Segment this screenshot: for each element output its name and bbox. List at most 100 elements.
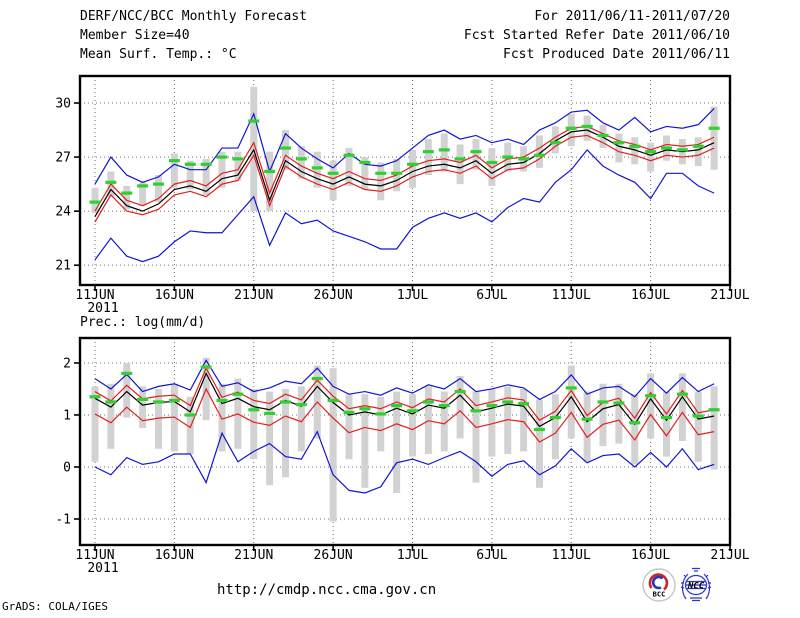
x-tick-label: 21JUL bbox=[710, 288, 749, 303]
ncc-logo-wreath-leaves bbox=[680, 574, 712, 589]
y-tick-label: 30 bbox=[55, 97, 71, 112]
ensemble-spread-bar bbox=[583, 115, 591, 141]
ensemble-spread-bar bbox=[266, 151, 274, 212]
y-tick-label: -1 bbox=[55, 512, 71, 527]
ensemble-spread-bar bbox=[202, 158, 210, 195]
ensemble-spread-bar bbox=[329, 368, 337, 522]
ensemble-spread-bar bbox=[361, 157, 369, 190]
ensemble-spread-bar bbox=[520, 388, 528, 452]
ensemble-spread-bar bbox=[694, 137, 702, 167]
bcc-logo-red-swirl bbox=[648, 573, 669, 591]
ensemble-mean bbox=[94, 129, 715, 217]
ensemble-spread-bar bbox=[456, 375, 464, 439]
ensemble-spread-bar bbox=[599, 383, 607, 447]
x-tick-label: 16JUN bbox=[155, 288, 194, 303]
ensemble-spread-bar bbox=[583, 391, 591, 462]
x-tick-label: 11JUL bbox=[552, 288, 591, 303]
ensemble-spread-bar bbox=[170, 153, 178, 188]
ensemble-spread-bar bbox=[139, 182, 147, 206]
temperature-chart-title: Mean Surf. Temp.: °C bbox=[80, 47, 237, 62]
ensemble-spread-bar bbox=[440, 133, 448, 172]
grads-credit: GrADS: COLA/IGES bbox=[2, 600, 108, 613]
ensemble-spread-bar bbox=[694, 391, 702, 462]
footer-url: http://cmdp.ncc.cma.gov.cn bbox=[217, 582, 437, 598]
ensemble-spread-bar bbox=[536, 399, 543, 488]
x-axis-year-label: 2011 bbox=[87, 561, 118, 576]
ncc-logo: NCC bbox=[680, 567, 712, 602]
y-tick-label: 0 bbox=[63, 460, 71, 475]
ensemble-spread-bar bbox=[345, 394, 353, 460]
ensemble-spread-bar bbox=[297, 146, 305, 179]
ensemble-spread-bar bbox=[139, 386, 147, 428]
ensemble-mean bbox=[94, 371, 715, 428]
ensemble-spread-bar bbox=[282, 130, 289, 170]
y-tick-label: 21 bbox=[55, 259, 71, 274]
lower-bound-red bbox=[94, 134, 715, 223]
ensemble-spread-bar bbox=[282, 388, 289, 478]
ensemble-spread-bar bbox=[393, 391, 401, 493]
ncc-logo-latitude-lines bbox=[685, 580, 707, 590]
ensemble-spread-bar bbox=[631, 137, 639, 165]
ensemble-spread-bar bbox=[377, 396, 385, 452]
ensemble-spread-bar bbox=[440, 391, 448, 452]
ensemble-spread-bar bbox=[488, 148, 496, 186]
ncc-logo-top-mark bbox=[692, 567, 700, 572]
lower-bound-red bbox=[94, 387, 715, 443]
ensemble-spread-bar bbox=[313, 151, 321, 188]
ensemble-spread-bar bbox=[710, 106, 718, 170]
ensemble-spread-bar bbox=[710, 386, 718, 470]
bcc-logo-label: BCC bbox=[653, 591, 666, 599]
ensemble-spread-bar bbox=[186, 160, 194, 190]
ensemble-spread-bar bbox=[409, 149, 416, 188]
y-tick-label: 24 bbox=[55, 205, 71, 220]
precipitation-chart-title: Prec.: log(mm/d) bbox=[80, 315, 206, 330]
ensemble-spread-bar bbox=[361, 394, 369, 488]
ensemble-spread-bar bbox=[218, 383, 226, 452]
ncc-logo-base-lines bbox=[690, 597, 702, 602]
ensemble-spread-bar bbox=[631, 394, 639, 465]
ensemble-spread-bar bbox=[329, 160, 337, 201]
ensemble-min bbox=[94, 430, 715, 494]
upper-bound-red bbox=[94, 366, 715, 421]
header-title: DERF/NCC/BCC Monthly Forecast bbox=[80, 9, 307, 24]
x-tick-label: 6JUL bbox=[476, 548, 507, 563]
x-tick-label: 16JUN bbox=[155, 548, 194, 563]
ensemble-spread-bar bbox=[266, 391, 274, 486]
header-refer-date: Fcst Started Refer Date 2011/06/10 bbox=[463, 28, 730, 43]
ensemble-spread-bar bbox=[123, 185, 131, 210]
plot-frame bbox=[78, 74, 732, 287]
ensemble-spread-bar bbox=[536, 135, 543, 168]
x-tick-label: 21JUL bbox=[710, 548, 749, 563]
x-tick-label: 1JUL bbox=[397, 288, 428, 303]
ensemble-spread-bar bbox=[186, 396, 194, 454]
ensemble-spread-bar bbox=[218, 151, 226, 188]
ensemble-spread-bar bbox=[551, 394, 559, 460]
ncc-logo-wreath-left bbox=[681, 573, 689, 600]
ensemble-spread-bar bbox=[663, 391, 670, 457]
ensemble-spread-bar bbox=[456, 144, 464, 185]
x-tick-label: 6JUL bbox=[476, 288, 507, 303]
ensemble-spread-bar bbox=[107, 383, 115, 449]
ensemble-spread-bar bbox=[234, 151, 242, 181]
ensemble-spread-bar bbox=[567, 113, 575, 147]
y-tick-label: 2 bbox=[63, 356, 71, 371]
ensemble-spread-bar bbox=[409, 394, 416, 457]
x-tick-label: 21JUN bbox=[234, 288, 273, 303]
ensemble-spread-bar bbox=[488, 388, 496, 457]
plot-frame bbox=[78, 336, 732, 547]
ensemble-spread-bar bbox=[472, 391, 480, 483]
x-tick-label: 21JUN bbox=[234, 548, 273, 563]
ensemble-spread-bar bbox=[155, 175, 162, 203]
ensemble-spread-bar bbox=[615, 133, 623, 163]
bcc-logo-blue-swirl bbox=[651, 575, 664, 590]
x-tick-label: 26JUN bbox=[314, 288, 353, 303]
header-member-size: Member Size=40 bbox=[80, 28, 190, 43]
ensemble-spread-bar bbox=[472, 139, 480, 170]
ensemble-spread-bar bbox=[424, 139, 432, 176]
x-tick-label: 1JUL bbox=[397, 548, 428, 563]
ensemble-spread-bar bbox=[297, 386, 305, 452]
y-tick-label: 27 bbox=[55, 151, 71, 166]
